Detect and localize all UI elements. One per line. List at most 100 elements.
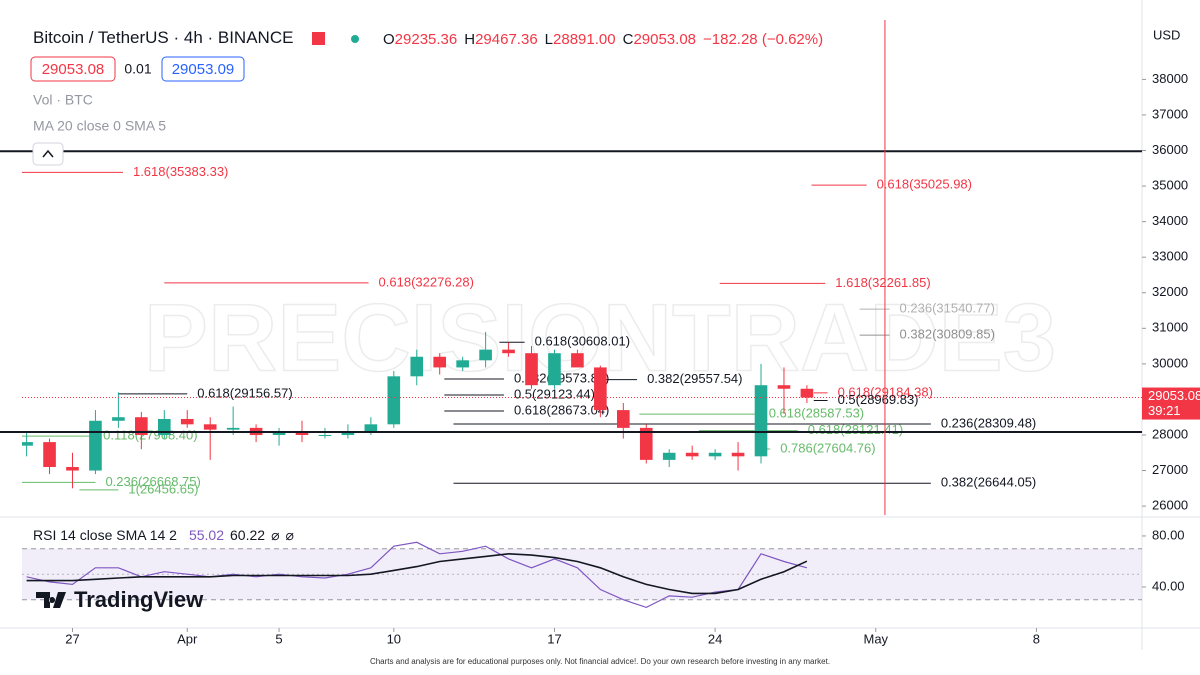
spread: 0.01 xyxy=(124,61,151,77)
candle-body xyxy=(341,431,355,435)
fib-label: 0.618(32276.28) xyxy=(379,274,474,289)
fib-label: 1.618(32261.85) xyxy=(835,275,930,290)
x-tick-label: May xyxy=(863,631,888,646)
x-tick-label: 17 xyxy=(547,631,561,646)
logo-mark xyxy=(36,592,66,608)
fib-label: 0.618(28673.04) xyxy=(514,402,609,417)
y-tick-label: 38000 xyxy=(1152,71,1188,86)
rsi-y-tick-label: 80.00 xyxy=(1152,527,1185,542)
y-tick-label: 27000 xyxy=(1152,462,1188,477)
candle-body xyxy=(89,420,102,471)
rsi-line xyxy=(26,541,808,609)
rsi-readout: 60.22 xyxy=(230,527,265,543)
fib-label: 0.618(30608.01) xyxy=(535,334,630,349)
ohlc-prefix: C xyxy=(623,31,634,48)
candle-body xyxy=(364,424,378,432)
ohlc-value: 29235.36 xyxy=(395,31,458,48)
symbol: Bitcoin / TetherUS · 4h · BINANCE xyxy=(33,28,293,47)
candle-body xyxy=(685,452,699,457)
fib-label: 1(26456.65) xyxy=(128,481,198,496)
bid[interactable]: 29053.08 xyxy=(42,61,105,78)
y-tick-label: 28000 xyxy=(1152,426,1188,441)
last-price-label: 29053.08 xyxy=(1148,388,1200,403)
fib-label: 1.618(35383.33) xyxy=(133,164,228,179)
candle-body xyxy=(433,356,447,368)
rsi-readout: 55.02 xyxy=(189,527,224,543)
change: −182.28 (−0.62%) xyxy=(703,31,823,48)
fib-label: 0.618(28121.41) xyxy=(808,422,903,437)
fib-label: 0.618(28587.53) xyxy=(769,406,864,421)
fib-label: 0.236(31540.77) xyxy=(900,301,995,316)
fib-label: 0.382(29557.54) xyxy=(647,371,742,386)
candle-body xyxy=(754,385,768,457)
rsi-readout: ⌀ xyxy=(271,527,279,543)
fib-label: 0.618(29156.57) xyxy=(197,385,292,400)
candle-body xyxy=(594,367,607,411)
candle-body xyxy=(295,431,309,435)
y-tick-label: 33000 xyxy=(1152,249,1188,264)
rsi-line xyxy=(26,552,808,595)
candle-body xyxy=(22,442,33,446)
fib-label: 0.236(26668.75) xyxy=(105,474,200,489)
y-tick-label: 35000 xyxy=(1152,178,1188,193)
chart-title: Bitcoin / TetherUS · 4h · BINANCE xyxy=(33,28,293,47)
flag xyxy=(312,32,325,45)
ohlc-value: 28891.00 xyxy=(553,31,616,48)
candle-body xyxy=(387,376,401,425)
candle-body xyxy=(617,410,630,428)
candle-body xyxy=(731,452,745,457)
candle-body xyxy=(662,452,676,460)
ask-box[interactable] xyxy=(161,56,245,82)
candle-body xyxy=(318,434,332,436)
y-tick-label: 36000 xyxy=(1152,142,1188,157)
fib-label: 0.118(27968.40) xyxy=(103,428,197,443)
fib-label: 0.382(26644.05) xyxy=(941,475,1036,490)
y-tick-label: 32000 xyxy=(1152,284,1188,299)
axis-unit: USD xyxy=(1153,27,1180,42)
fib-label: 0.786(27604.76) xyxy=(780,440,875,455)
collapse-icon xyxy=(42,149,54,158)
x-tick-label: 24 xyxy=(708,631,722,646)
candle-body xyxy=(502,349,515,354)
x-tick-label: 8 xyxy=(1033,631,1040,646)
y-tick-label: 37000 xyxy=(1152,106,1188,121)
ohlc-prefix: O xyxy=(383,31,395,48)
candle-body xyxy=(456,360,469,368)
candle-body xyxy=(479,349,492,361)
x-tick-label: 5 xyxy=(275,631,282,646)
candle-body xyxy=(410,356,424,377)
ohlc-legend: O29235.36 H29467.36 L28891.00 C29053.08 −182… xyxy=(383,31,823,48)
fib-label: 0.618(35025.98) xyxy=(877,177,972,192)
fib-label: 0.382(29573.84) xyxy=(514,370,609,385)
candle-body xyxy=(777,385,791,389)
candle-body xyxy=(66,466,79,471)
candle-body xyxy=(548,353,561,386)
status-dot xyxy=(351,35,359,43)
candle-body xyxy=(571,353,584,368)
x-tick-label: Apr xyxy=(177,631,198,646)
candle-body xyxy=(43,442,56,467)
rsi-title: RSI 14 close SMA 14 2 55.02 60.22 ⌀ ⌀ xyxy=(33,527,294,543)
ohlc-prefix: H xyxy=(464,31,475,48)
rsi-readout: ⌀ xyxy=(286,527,294,543)
indicator-label[interactable]: Vol · BTC xyxy=(33,92,93,108)
bid-box[interactable] xyxy=(30,56,116,82)
y-tick-label: 31000 xyxy=(1152,320,1188,335)
x-tick-label: 27 xyxy=(65,631,79,646)
fib-label: 0.5(28969.83) xyxy=(838,392,919,407)
y-tick-label: 34000 xyxy=(1152,213,1188,228)
collapse-button[interactable] xyxy=(32,142,64,166)
footer-note: Charts and analysis are for educational … xyxy=(370,657,830,666)
candle-body xyxy=(800,388,814,398)
candle-body xyxy=(272,431,286,435)
y-tick-label: 30000 xyxy=(1152,355,1188,370)
rsi-name: RSI 14 close SMA 14 2 xyxy=(33,527,177,543)
ask[interactable]: 29053.09 xyxy=(172,61,235,78)
candle-body xyxy=(112,417,125,421)
ohlc-value: 29053.08 xyxy=(633,31,696,48)
indicator-label[interactable]: MA 20 close 0 SMA 5 xyxy=(33,118,166,134)
candle-body xyxy=(639,427,653,460)
candle-body xyxy=(708,452,722,457)
